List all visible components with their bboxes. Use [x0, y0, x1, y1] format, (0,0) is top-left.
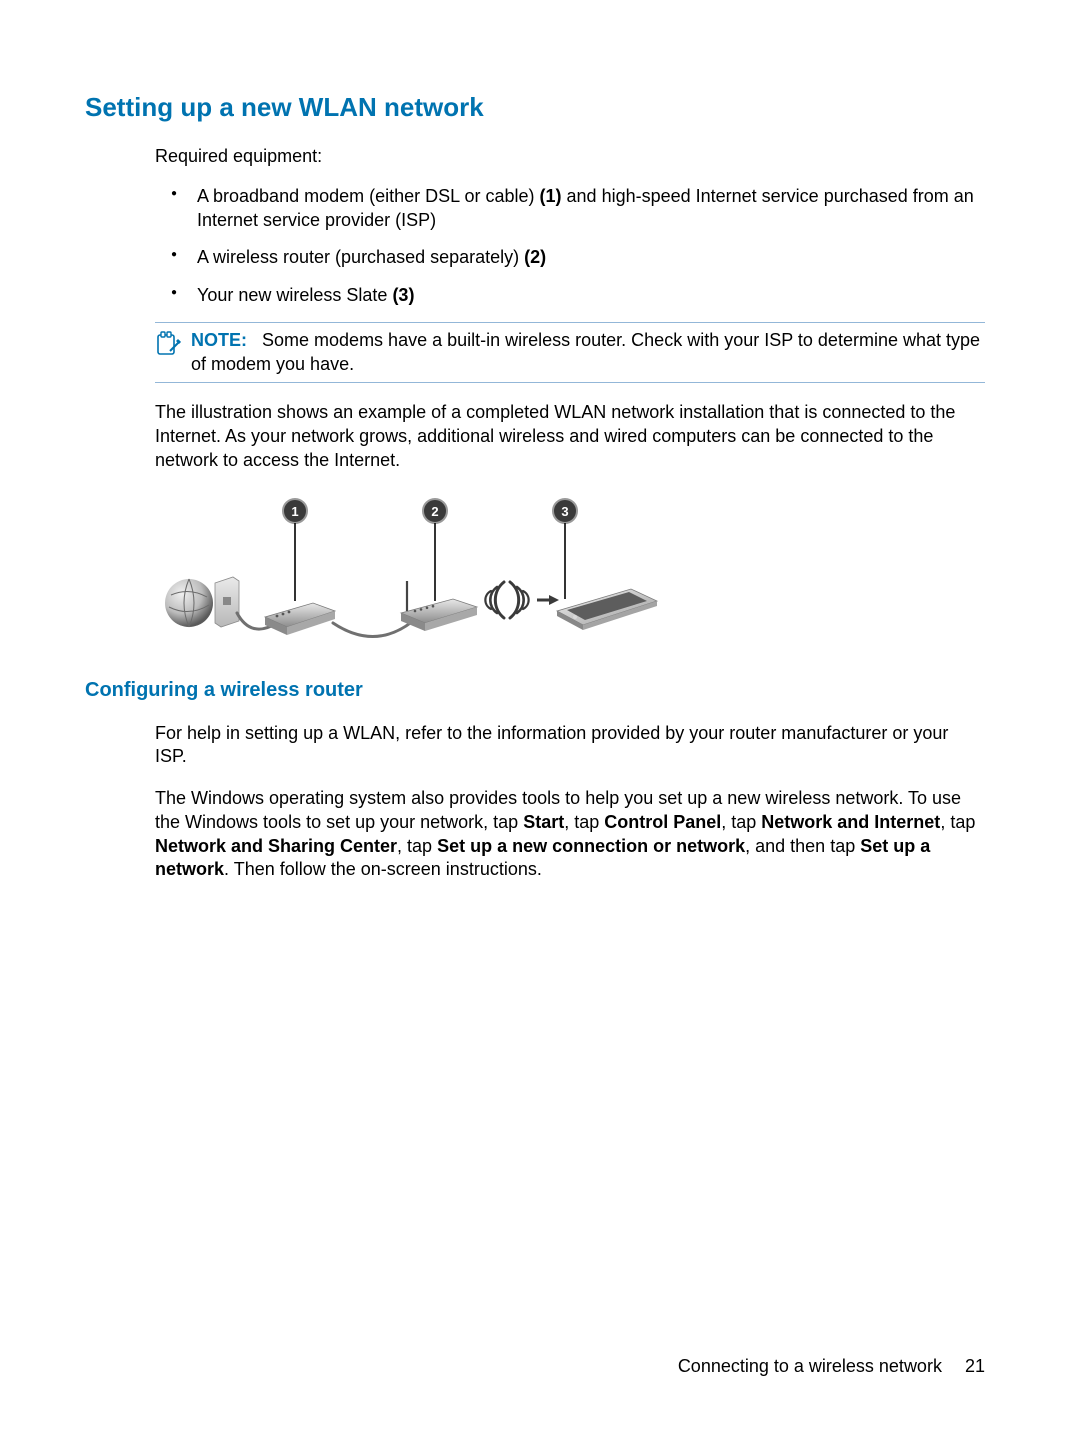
marker-1: 1: [291, 504, 298, 519]
run-text: , tap: [397, 836, 437, 856]
list-bold: (3): [392, 285, 414, 305]
page-content: Setting up a new WLAN network Required e…: [85, 92, 985, 900]
note-body: Some modems have a built-in wireless rou…: [191, 330, 980, 374]
run-bold: Start: [523, 812, 564, 832]
globe-icon: [165, 579, 213, 627]
run-text: . Then follow the on-screen instructions…: [224, 859, 542, 879]
list-text: A wireless router (purchased separately): [197, 247, 524, 267]
sub-body: For help in setting up a WLAN, refer to …: [155, 722, 985, 883]
list-text: Your new wireless Slate: [197, 285, 392, 305]
modem-icon: [265, 603, 335, 635]
run-bold: Network and Sharing Center: [155, 836, 397, 856]
run-bold: Set up a new connection or network: [437, 836, 745, 856]
note-icon: [155, 329, 183, 377]
intro-text: Required equipment:: [155, 145, 985, 169]
note-label: NOTE:: [191, 330, 247, 350]
run-bold: Network and Internet: [761, 812, 940, 832]
wireless-icon: [485, 582, 528, 618]
sub-para-2: The Windows operating system also provid…: [155, 787, 985, 882]
run-text: , tap: [564, 812, 604, 832]
after-note-text: The illustration shows an example of a c…: [155, 401, 985, 472]
list-item: Your new wireless Slate (3): [155, 284, 985, 308]
sub-para-1: For help in setting up a WLAN, refer to …: [155, 722, 985, 770]
run-text: , tap: [940, 812, 975, 832]
note-text: NOTE: Some modems have a built-in wirele…: [191, 329, 985, 377]
marker-3: 3: [561, 504, 568, 519]
run-text: , tap: [721, 812, 761, 832]
list-item: A broadband modem (either DSL or cable) …: [155, 185, 985, 233]
footer-section: Connecting to a wireless network: [678, 1356, 942, 1376]
list-bold: (1): [540, 186, 562, 206]
wlan-illustration: 1 2 3: [165, 491, 675, 651]
subtitle: Configuring a wireless router: [85, 679, 985, 702]
marker-2: 2: [431, 504, 438, 519]
page-title: Setting up a new WLAN network: [85, 92, 985, 123]
list-item: A wireless router (purchased separately)…: [155, 246, 985, 270]
list-bold: (2): [524, 247, 546, 267]
page-footer: Connecting to a wireless network 21: [678, 1356, 985, 1377]
note-box: NOTE: Some modems have a built-in wirele…: [155, 322, 985, 384]
equipment-list: A broadband modem (either DSL or cable) …: [155, 185, 985, 308]
run-bold: Control Panel: [604, 812, 721, 832]
run-text: , and then tap: [745, 836, 860, 856]
list-text: A broadband modem (either DSL or cable): [197, 186, 540, 206]
body-block: Required equipment: A broadband modem (e…: [155, 145, 985, 651]
wall-plate-icon: [215, 577, 239, 627]
router-icon: [401, 581, 477, 631]
slate-icon: [557, 589, 657, 630]
footer-page-number: 21: [965, 1356, 985, 1376]
